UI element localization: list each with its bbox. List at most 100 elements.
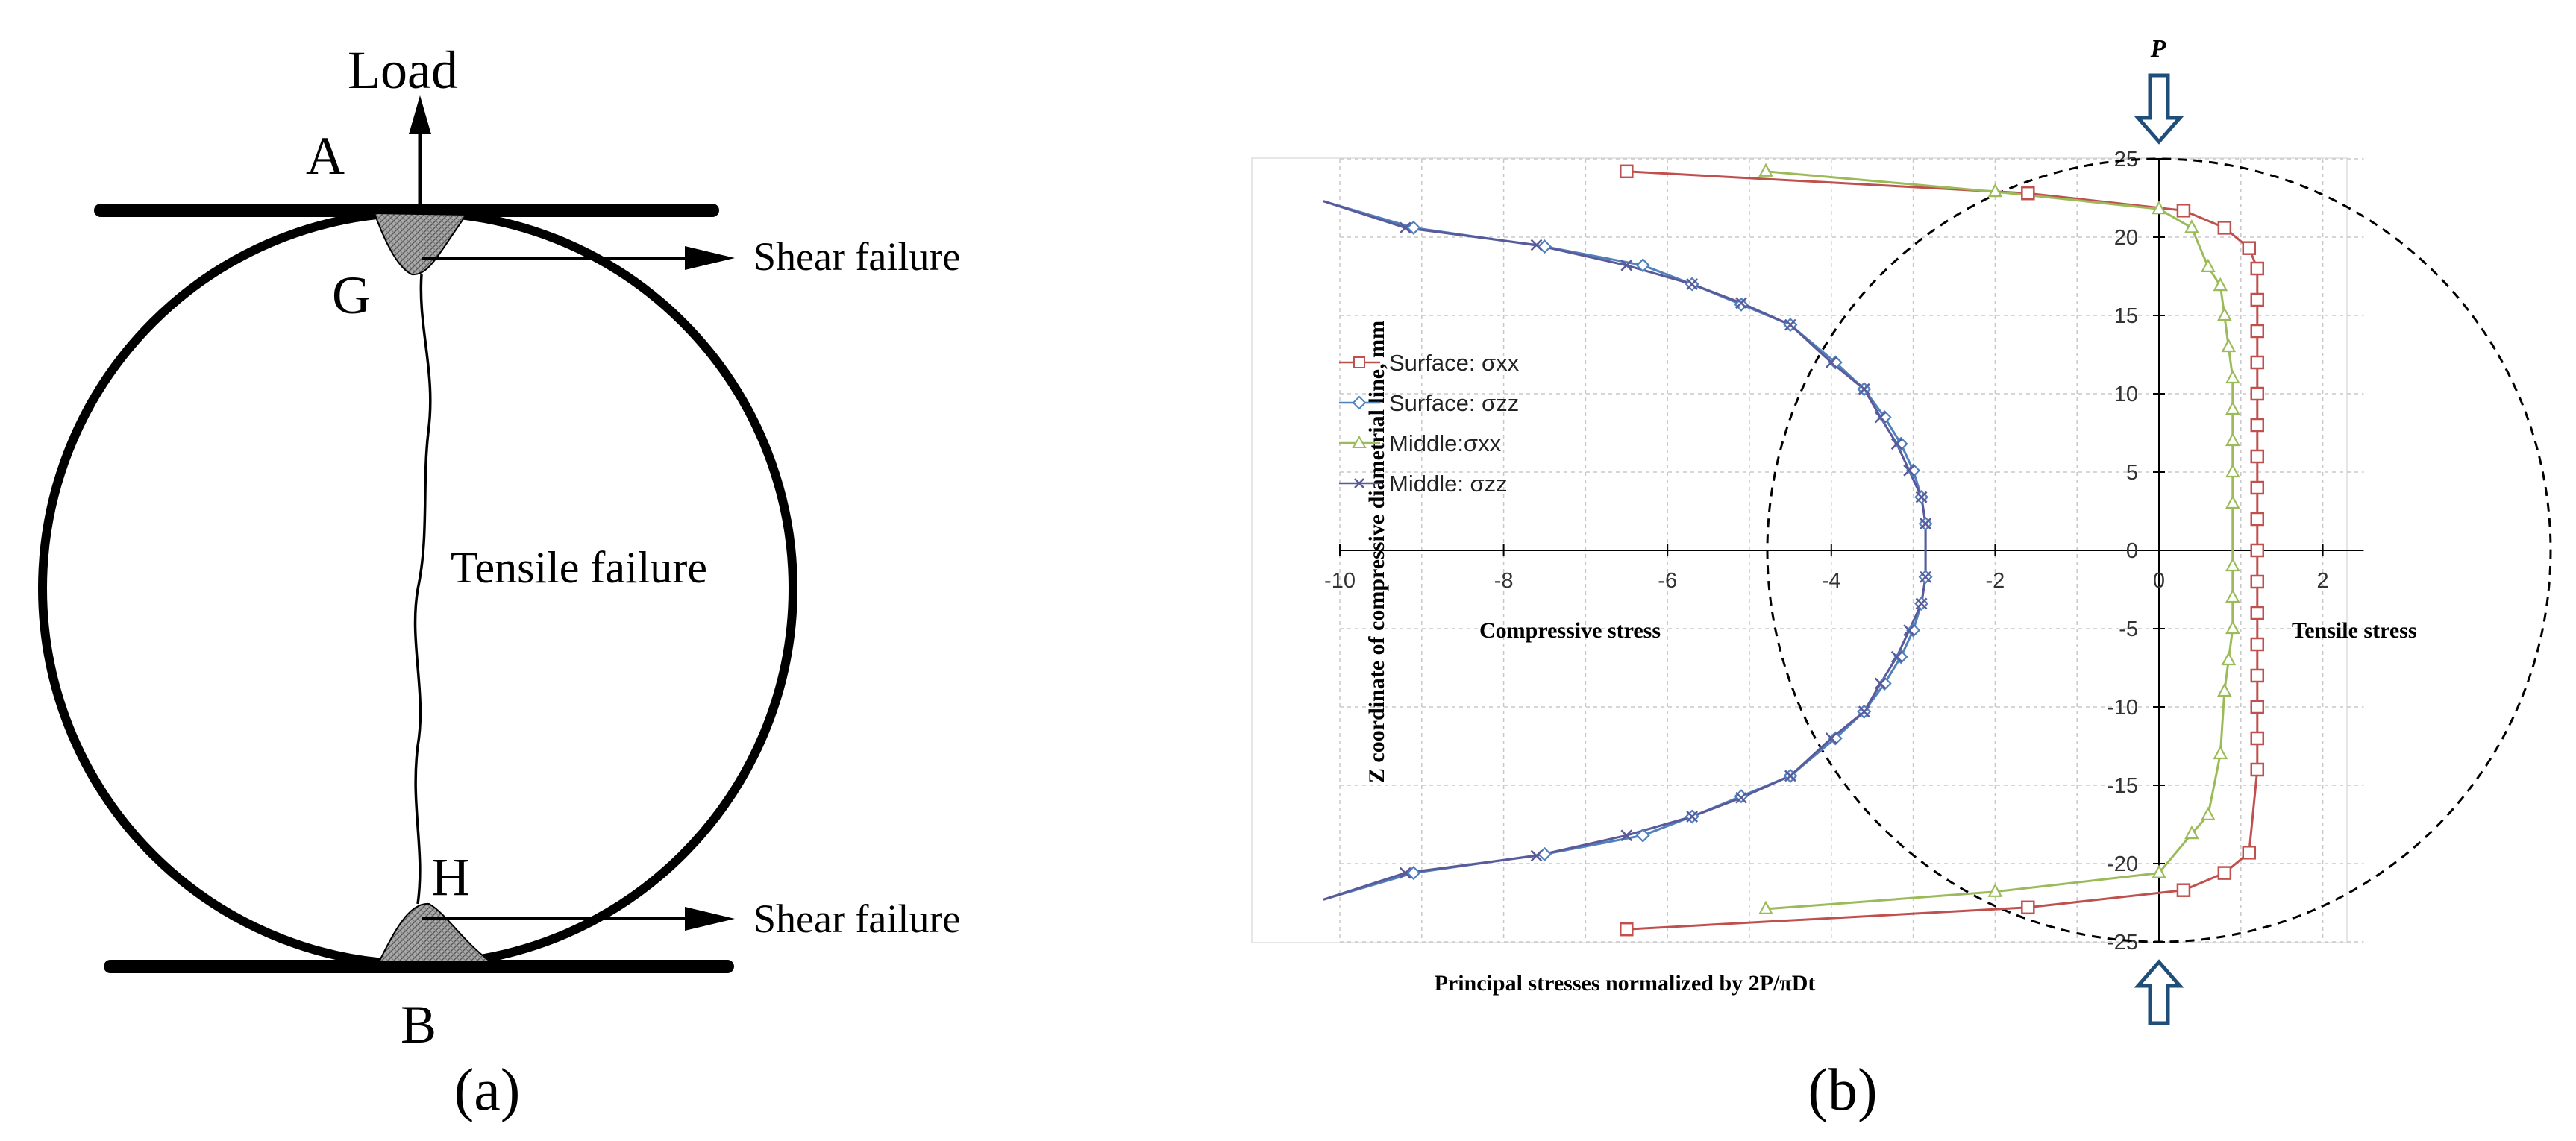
middle-zz-point (1890, 438, 1903, 450)
x-tick-labels: -10 -8 -6 -4 -2 0 2 (1324, 544, 2329, 593)
middle-zz-point (1530, 239, 1543, 251)
middle-zz-point (1874, 677, 1887, 690)
middle-zz-point (1784, 770, 1796, 782)
middle-zz-point (1920, 570, 1931, 583)
tensile-failure-label: Tensile failure (451, 543, 707, 592)
legend-middle-zz: Middle: σzz (1339, 471, 1508, 497)
series-line-3 (1323, 200, 1927, 901)
panel-a: Load A G Shear failure Tensile failure H… (38, 40, 960, 1123)
x-tick-label: -4 (1822, 569, 1841, 593)
surface-xx-point (2021, 900, 2035, 915)
y-tick-label: 0 (2126, 539, 2138, 563)
surface-xx-point (2250, 480, 2265, 495)
surface-zz-point (1828, 355, 1843, 370)
middle-zz-point (1858, 705, 1870, 718)
middle-zz-point (1903, 624, 1915, 636)
p-load-label: P (2150, 35, 2166, 63)
bottom-load-arrow-icon (2134, 959, 2184, 1025)
middle-zz-point (1825, 356, 1837, 368)
legend-middle-xx: Middle:σxx (1339, 430, 1502, 456)
surface-zz-point (1906, 463, 1921, 478)
point-h-label: H (431, 847, 470, 907)
top-shear-zone (373, 212, 468, 276)
middle-zz-point (1874, 411, 1887, 424)
y-tick-label: 10 (2114, 383, 2138, 406)
middle-zz-point (1686, 811, 1699, 823)
surface-xx-point (2250, 543, 2265, 558)
middle-xx-point (1758, 900, 1773, 914)
y-tick-label: -10 (2107, 696, 2138, 720)
surface-xx-point (2250, 355, 2265, 370)
surface-xx-point (2250, 574, 2265, 589)
middle-xx-point (1758, 163, 1773, 177)
surface-zz-point (1828, 731, 1843, 746)
middle-zz-point (1735, 297, 1747, 309)
y-tick-label: -15 (2107, 774, 2138, 798)
surface-zz-point (1877, 409, 1892, 425)
surface-xx-point (2242, 241, 2257, 255)
x-tick-label: 0 (2153, 569, 2165, 593)
panel-a-caption: (a) (454, 1057, 521, 1123)
surface-xx-point (2250, 449, 2265, 464)
surface-zz-point (1537, 239, 1552, 254)
disc-circle (38, 208, 797, 969)
surface-xx-point (2250, 731, 2265, 746)
point-b-label: B (401, 995, 436, 1054)
bottom-shear-zone (377, 902, 494, 963)
surface-xx-point (2176, 204, 2191, 218)
middle-xx-point (2217, 682, 2232, 697)
middle-xx-point (2225, 432, 2240, 447)
y-tick-label: -5 (2119, 617, 2138, 641)
middle-zz-point (1825, 732, 1837, 744)
middle-zz-point (1399, 867, 1411, 879)
middle-xx-point (2152, 200, 2166, 215)
bottom-shear-arrow-icon (685, 907, 735, 931)
surface-xx-point (2250, 700, 2265, 714)
surface-xx-point (2217, 221, 2232, 235)
svg-text:Middle: σzz: Middle: σzz (1389, 471, 1508, 497)
middle-xx-point (2225, 557, 2240, 572)
surface-xx-point (2217, 866, 2232, 880)
point-a-label: A (306, 126, 345, 186)
surface-zz-point (1734, 297, 1749, 312)
middle-zz-point (1784, 318, 1796, 331)
middle-xx-point (2213, 745, 2228, 760)
surface-zz-point (1877, 676, 1892, 691)
surface-zz-point (1537, 846, 1552, 861)
surface-zz-point (1893, 650, 1908, 664)
middle-xx-point (1987, 183, 2003, 198)
surface-xx-point (2250, 386, 2265, 401)
surface-xx-point (2176, 883, 2191, 897)
middle-zz-point (1620, 259, 1633, 271)
surface-xx-point (2250, 668, 2265, 683)
svg-text:Surface: σzz: Surface: σzz (1389, 390, 1519, 416)
y-tick-label: 5 (2126, 461, 2138, 485)
load-arrow-icon (409, 95, 431, 134)
tensile-crack (413, 274, 432, 905)
surface-zz-point (1893, 436, 1908, 451)
svg-text:Middle:σxx: Middle:σxx (1389, 430, 1502, 456)
legend-surface-zz: Surface: σzz (1339, 390, 1519, 416)
series-markers (1399, 163, 2265, 937)
middle-xx-point (2213, 277, 2228, 292)
surface-xx-point (2250, 261, 2265, 276)
reference-circle (1766, 157, 2552, 943)
middle-xx-point (2217, 307, 2232, 321)
middle-xx-point (2225, 400, 2240, 415)
point-g-label: G (332, 265, 371, 325)
middle-zz-point (1530, 849, 1543, 862)
middle-zz-point (1915, 597, 1928, 610)
middle-zz-point (1686, 278, 1699, 290)
surface-xx-point (2250, 292, 2265, 307)
surface-xx-point (2250, 606, 2265, 620)
svg-text:Surface: σxx: Surface: σxx (1389, 350, 1520, 376)
middle-xx-point (1987, 883, 2003, 897)
top-load-arrow-icon (2134, 73, 2184, 145)
y-tick-label: -25 (2107, 931, 2138, 955)
x-tick-label: -6 (1658, 569, 1677, 593)
surface-xx-point (2250, 637, 2265, 652)
surface-xx-point (2250, 762, 2265, 777)
surface-xx-point (1620, 164, 1634, 179)
